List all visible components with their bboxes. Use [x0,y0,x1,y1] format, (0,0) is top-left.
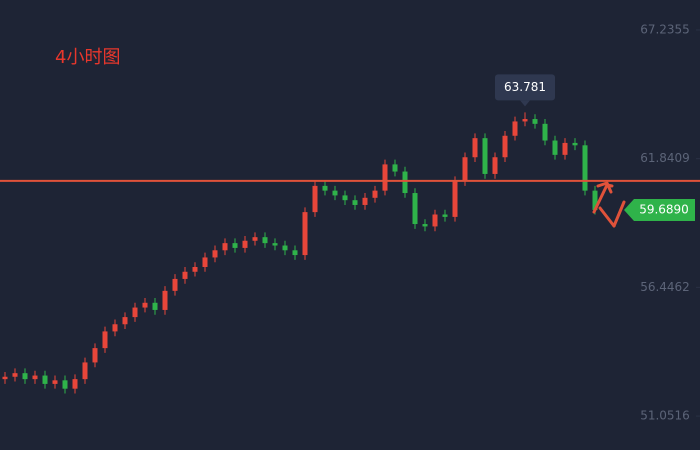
candle-body [352,200,358,205]
candle-body [402,171,408,194]
candle-body [112,324,118,332]
candle-body [122,317,128,325]
candle-body [262,237,268,244]
candle-body [92,348,98,363]
candle-body [542,123,548,141]
candle-body [12,373,18,377]
last-price-label: 59.6890 [639,202,689,216]
candle-body [462,157,468,182]
candle-body [582,145,588,191]
candle-body [182,271,188,279]
candle-body [452,181,458,217]
last-price-box [624,198,695,221]
candle-body [522,119,528,122]
candle-body [472,138,478,158]
candle-body [202,257,208,267]
candle-body [242,240,248,248]
candle-body [432,214,438,227]
candle-body [152,302,158,310]
candle-body [592,190,598,210]
y-tick-label: 61.8409 [640,151,690,165]
candle-body [342,195,348,201]
candle-body [512,121,518,136]
y-tick-label: 67.2355 [640,22,690,36]
candle-body [502,135,508,158]
y-tick-label: 56.4462 [640,280,690,294]
candle-body [412,193,418,225]
candle-body [292,250,298,256]
candle-body [32,375,38,380]
candle-body [52,380,58,384]
candle-body [102,331,108,349]
candle-body [372,190,378,198]
candle-body [382,164,388,191]
candle-body [362,197,368,205]
candle-body [302,212,308,256]
candle-body [562,142,568,155]
arrow-up [592,183,609,214]
candle-body [482,138,488,174]
candle-body [272,243,278,246]
candle-body [332,190,338,196]
y-tick-label: 51.0516 [640,409,690,423]
candle-body [2,376,8,380]
candle-body [22,373,28,380]
trend-arrows [592,181,626,228]
peak-label-box [495,74,555,101]
arrow-down-2 [612,200,626,228]
candle-body [62,380,68,389]
arrow-down [598,206,616,228]
candle-body [392,164,398,172]
candle-body [312,185,318,213]
arrow-bar [605,183,614,188]
candle-body [162,290,168,310]
candle-body [572,142,578,146]
chart-title: 4小时图 [55,47,120,68]
candle-body [252,237,258,241]
candle-body [552,140,558,155]
candle-body [172,278,178,291]
candle-body [192,266,198,272]
candle-body [282,245,288,251]
candle-body [492,157,498,174]
candle-body [42,375,48,384]
candle-body [422,224,428,227]
candle-body [212,250,218,258]
candle-body [72,379,78,389]
candle-body [532,119,538,124]
candle-body [442,214,448,217]
peak-label: 63.781 [504,80,546,94]
candle-body [322,185,328,191]
candle-body [142,302,148,308]
candle-body [222,243,228,251]
candle-body [82,362,88,380]
peak-label-pointer [520,100,530,107]
arrow-head [596,181,613,194]
candle-body [132,307,138,318]
candle-body [232,243,238,248]
